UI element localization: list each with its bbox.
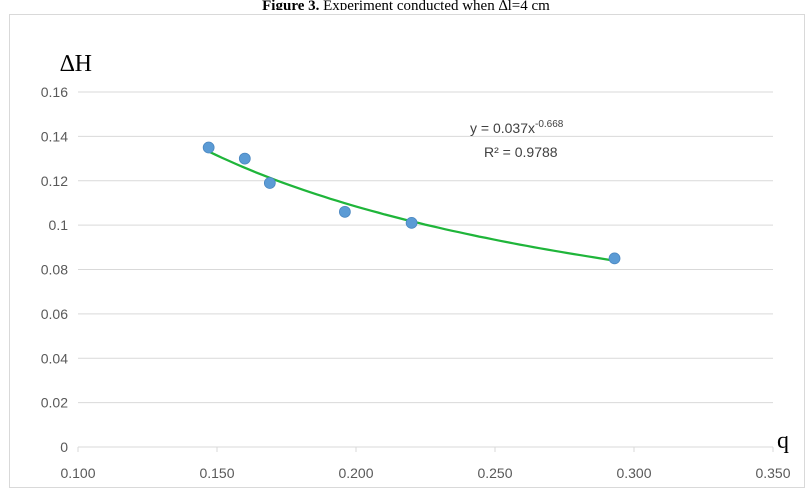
figure-caption: Figure 3. Experiment conducted when ∆l=4…	[0, 0, 812, 10]
y-axis-label: ∆H	[60, 51, 92, 77]
x-tick-label: 0.100	[60, 465, 95, 481]
data-point	[339, 205, 351, 218]
y-tick-label: 0.16	[41, 84, 68, 100]
equation-prefix: y = 0.037x	[470, 120, 535, 136]
chart-area	[9, 14, 805, 488]
trendline	[208, 150, 615, 262]
x-axis-ticks: 0.100 0.150 0.200 0.250 0.300 0.350	[60, 447, 791, 481]
trendline-r-squared: R² = 0.9788	[484, 144, 558, 160]
data-point	[263, 177, 276, 189]
x-tick-label: 0.200	[338, 465, 373, 481]
x-axis-label: q	[777, 428, 789, 454]
y-axis-ticks: 0 0.02 0.04 0.06 0.08 0.1 0.12 0.14 0.16	[41, 84, 68, 455]
caption-label: Figure 3.	[262, 0, 320, 10]
trendline-equation: y = 0.037x-0.668	[470, 119, 564, 136]
data-point	[202, 141, 215, 154]
y-tick-label: 0.1	[49, 217, 69, 233]
y-tick-label: 0	[60, 439, 68, 455]
gridlines	[78, 91, 773, 404]
data-points	[202, 141, 621, 265]
data-point	[238, 152, 251, 165]
y-tick-label: 0.04	[41, 350, 68, 366]
x-tick-label: 0.350	[755, 465, 790, 481]
equation-exponent: -0.668	[535, 119, 564, 130]
x-tick-label: 0.150	[199, 465, 234, 481]
y-tick-label: 0.06	[41, 306, 68, 322]
data-point	[405, 217, 418, 229]
caption-text: Experiment conducted when ∆l=4 cm	[319, 0, 550, 10]
y-tick-label: 0.14	[41, 128, 68, 144]
y-tick-label: 0.12	[41, 173, 68, 189]
x-tick-label: 0.300	[616, 465, 651, 481]
y-tick-label: 0.02	[41, 395, 68, 411]
data-point	[608, 252, 621, 265]
x-tick-label: 0.250	[477, 465, 512, 481]
y-tick-label: 0.08	[41, 262, 68, 278]
